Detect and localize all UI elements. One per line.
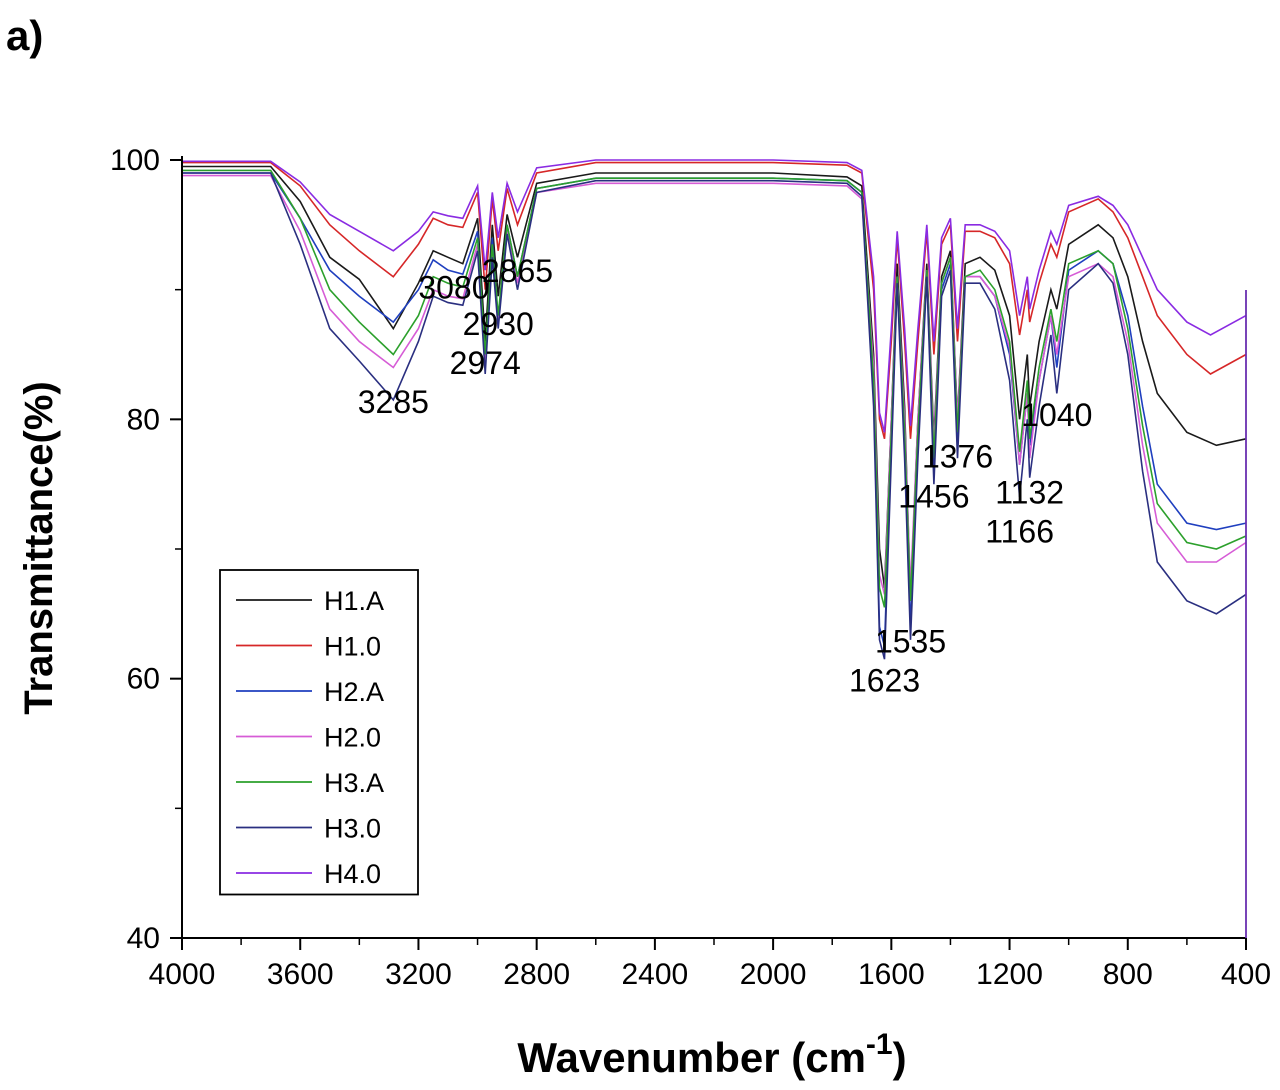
peak-label-1456: 1456 <box>898 479 969 515</box>
x-tick-label: 2000 <box>740 958 807 991</box>
series-line-h2-0 <box>182 174 1247 595</box>
y-tick-label: 60 <box>127 663 160 696</box>
y-axis-label: Transmittance(%) <box>17 381 61 714</box>
x-tick-label: 3200 <box>385 958 452 991</box>
peak-label-1040: 1040 <box>1021 397 1092 433</box>
legend-label: H1.A <box>324 586 384 616</box>
peak-label-1376: 1376 <box>922 438 993 474</box>
x-tick-label: 1600 <box>858 958 925 991</box>
series-line-h4-0 <box>182 159 1247 433</box>
x-tick-label: 800 <box>1103 958 1153 991</box>
x-tick-label: 3600 <box>267 958 334 991</box>
peak-label-2930: 2930 <box>463 306 534 342</box>
series-group <box>182 159 1247 660</box>
axes-group: 4000 3600 3200 2800 2400 2000 1600 1200 800 400 40… <box>110 144 1271 991</box>
x-tick-label: 400 <box>1221 958 1271 991</box>
x-axis-label: Wavenumber (cm-1) <box>517 1028 906 1081</box>
peak-label-1132: 1132 <box>995 475 1064 511</box>
peak-label-1166: 1166 <box>985 514 1054 550</box>
y-tick-label: 40 <box>127 922 160 955</box>
peak-label-1623: 1623 <box>849 663 920 699</box>
series-line-h3-a <box>182 169 1247 608</box>
legend-label: H1.0 <box>324 632 381 662</box>
legend-box <box>219 569 419 896</box>
legend-label: H4.0 <box>324 859 381 889</box>
y-tick-label: 100 <box>110 144 160 177</box>
peak-label-2974: 2974 <box>450 345 521 381</box>
x-tick-label: 1200 <box>976 958 1043 991</box>
peak-label-1535: 1535 <box>875 624 946 660</box>
peak-label-3080: 3080 <box>418 270 489 306</box>
series-line-h1-a <box>182 165 1247 601</box>
legend-label: H2.A <box>324 677 384 707</box>
series-line-h3-0 <box>182 172 1247 660</box>
x-tick-label: 4000 <box>149 958 216 991</box>
legend: H1.A H1.0 H2.A H2.0 H3.A H3.0 H4.0 <box>219 569 419 896</box>
legend-label: H2.0 <box>324 723 381 753</box>
x-tick-label: 2800 <box>503 958 570 991</box>
peak-label-2865: 2865 <box>482 253 553 289</box>
x-tick-label: 2400 <box>622 958 689 991</box>
panel-label: a) <box>6 12 44 59</box>
legend-label: H3.A <box>324 768 384 798</box>
y-tick-label: 80 <box>127 403 160 436</box>
legend-label: H3.0 <box>324 814 381 844</box>
peak-label-3285: 3285 <box>358 384 429 420</box>
